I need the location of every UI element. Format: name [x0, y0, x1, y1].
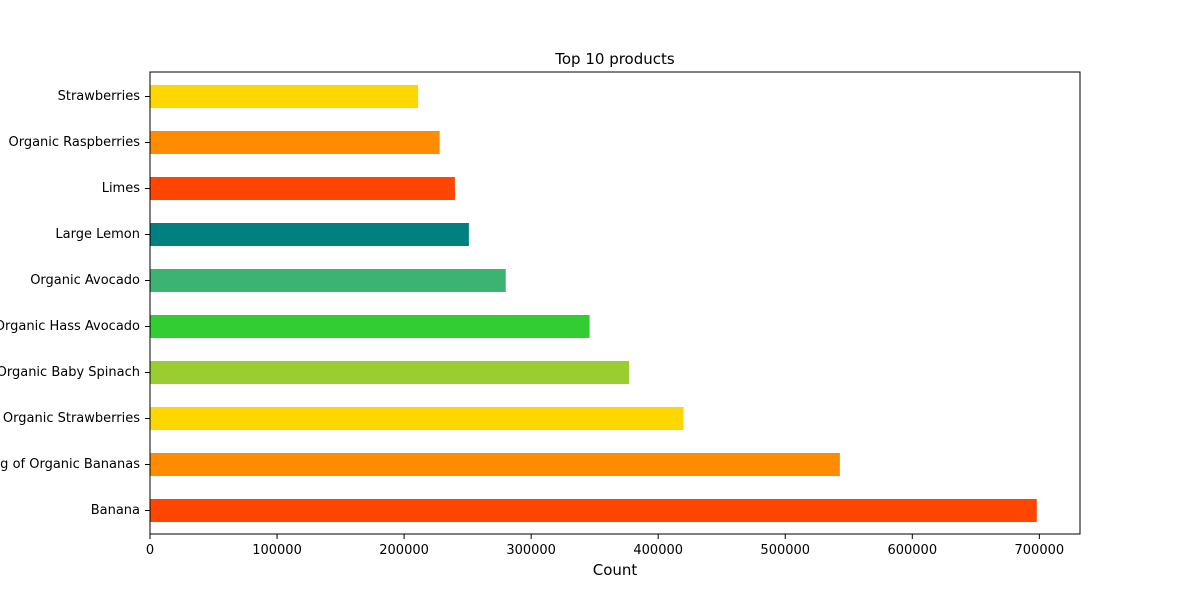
y-tick-label: Limes — [102, 181, 141, 196]
chart-title: Top 10 products — [554, 50, 675, 68]
bar-organic-strawberries — [150, 407, 684, 430]
y-tick-labels: Banana Bag of Organic Bananas Organic Stra… — [0, 89, 150, 518]
plot-frame — [149, 71, 1081, 535]
bar-limes — [150, 177, 455, 200]
y-tick-label: Strawberries — [58, 89, 141, 104]
y-tick-label: Organic Baby Spinach — [0, 365, 140, 380]
x-tick-label: 500000 — [760, 543, 810, 558]
x-tick-label: 600000 — [887, 543, 937, 558]
x-tick-label: 0 — [146, 543, 154, 558]
y-tick-label: Organic Strawberries — [3, 411, 140, 426]
y-tick-label: Organic Raspberries — [8, 135, 140, 150]
bar-banana — [150, 499, 1037, 522]
x-tick-label: 300000 — [506, 543, 556, 558]
x-tick-label: 200000 — [379, 543, 429, 558]
bars-group — [150, 85, 1037, 522]
x-axis-title: Count — [593, 561, 638, 579]
x-ticks: 0 100000 200000 300000 400000 500000 600000 700… — [146, 534, 1064, 558]
y-tick-label: Bag of Organic Bananas — [0, 457, 140, 472]
bar-organic-baby-spinach — [150, 361, 629, 384]
x-tick-label: 400000 — [633, 543, 683, 558]
bar-organic-avocado — [150, 269, 506, 292]
bar-strawberries — [150, 85, 419, 108]
bar-large-lemon — [150, 223, 469, 246]
y-tick-label: Banana — [91, 503, 140, 518]
x-tick-label: 100000 — [252, 543, 302, 558]
y-tick-label: Organic Avocado — [30, 273, 140, 288]
bar-bag-of-organic-bananas — [150, 453, 840, 476]
y-tick-label: Organic Hass Avocado — [0, 319, 140, 334]
bar-organic-hass-avocado — [150, 315, 590, 338]
bar-organic-raspberries — [150, 131, 440, 154]
x-tick-label: 700000 — [1015, 543, 1065, 558]
y-tick-label: Large Lemon — [55, 227, 140, 242]
